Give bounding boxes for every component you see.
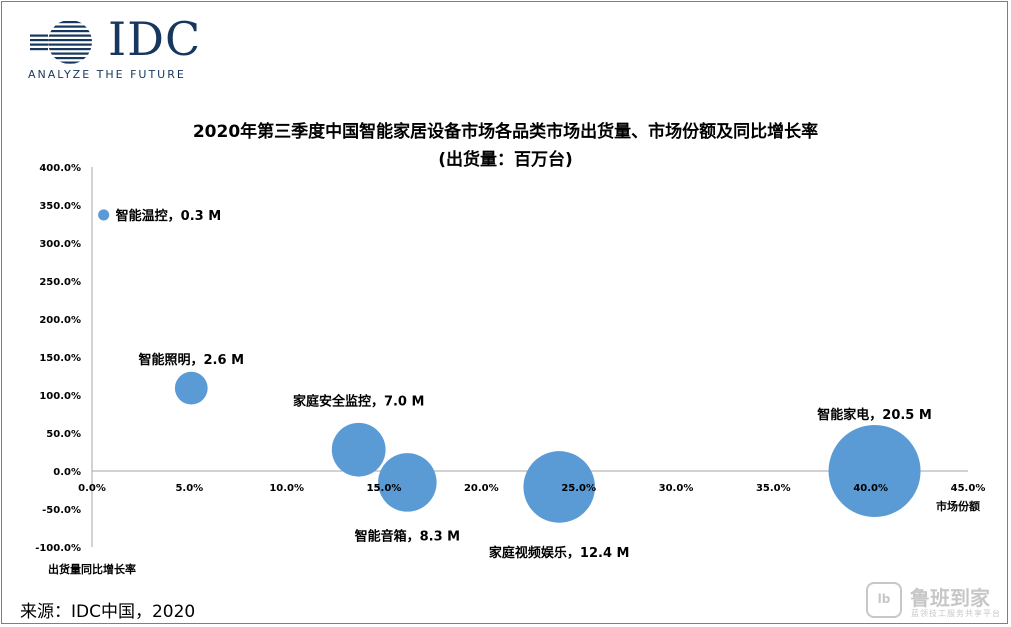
- logo-wordmark: IDC: [108, 12, 202, 66]
- x-tick-label-overlay: 40.0%: [853, 483, 888, 494]
- y-tick-label: -50.0%: [42, 505, 81, 516]
- x-tick-label: 10.0%: [269, 483, 304, 494]
- bubble-label: 家庭安全监控，7.0 M: [293, 394, 425, 410]
- y-tick-label: 150.0%: [39, 353, 81, 364]
- watermark-logo-icon: lb: [866, 582, 902, 618]
- y-tick-label: 200.0%: [39, 315, 81, 326]
- x-tick-label: 30.0%: [659, 483, 694, 494]
- chart-title: 2020年第三季度中国智能家居设备市场各品类市场出货量、市场份额及同比增长率: [192, 122, 819, 142]
- watermark-name: 鲁班到家: [910, 586, 990, 610]
- y-tick-label: 400.0%: [39, 163, 81, 174]
- bubble-4: [523, 451, 595, 523]
- bubble-label: 家庭视频娱乐，12.4 M: [489, 545, 630, 561]
- bubble-label: 智能音箱，8.3 M: [355, 528, 461, 544]
- watermark: lb 鲁班到家 蓝领技工服务共享平台: [866, 580, 1006, 622]
- bubble-2: [331, 422, 386, 477]
- x-axis-title: 市场份额: [936, 499, 980, 513]
- bubble-label: 智能温控，0.3 M: [116, 208, 221, 224]
- bubble-label: 智能照明，2.6 M: [139, 352, 245, 368]
- x-tick-label: 0.0%: [78, 483, 106, 494]
- bubble-label: 智能家电，20.5 M: [817, 407, 932, 423]
- x-tick-label: 45.0%: [951, 483, 986, 494]
- watermark-subtitle: 蓝领技工服务共享平台: [911, 609, 1001, 618]
- idc-logo: IDC ANALYZE THE FUTURE: [28, 16, 218, 82]
- y-tick-label: 350.0%: [39, 201, 81, 212]
- chart-subtitle: (出货量：百万台): [438, 150, 573, 170]
- x-tick-label-overlay: 15.0%: [367, 483, 402, 494]
- bubble-0: [98, 209, 110, 221]
- x-tick-label: 5.0%: [175, 483, 203, 494]
- globe-icon: [30, 21, 92, 64]
- logo-tagline: ANALYZE THE FUTURE: [28, 68, 186, 81]
- source-note: 来源：IDC中国，2020: [20, 602, 196, 622]
- bubble-5: [828, 425, 921, 517]
- x-tick-label: 20.0%: [464, 483, 499, 494]
- bubble-1: [174, 371, 208, 405]
- y-tick-label: 0.0%: [53, 467, 81, 478]
- y-tick-label: 100.0%: [39, 391, 81, 402]
- y-axis-title: 出货量同比增长率: [48, 562, 136, 576]
- y-tick-label: 300.0%: [39, 239, 81, 250]
- y-tick-label: -100.0%: [35, 543, 81, 554]
- bubble-3: [378, 453, 437, 512]
- x-tick-label-overlay: 25.0%: [561, 483, 596, 494]
- y-tick-label: 50.0%: [46, 429, 81, 440]
- y-tick-label: 250.0%: [39, 277, 81, 288]
- x-tick-label: 35.0%: [756, 483, 791, 494]
